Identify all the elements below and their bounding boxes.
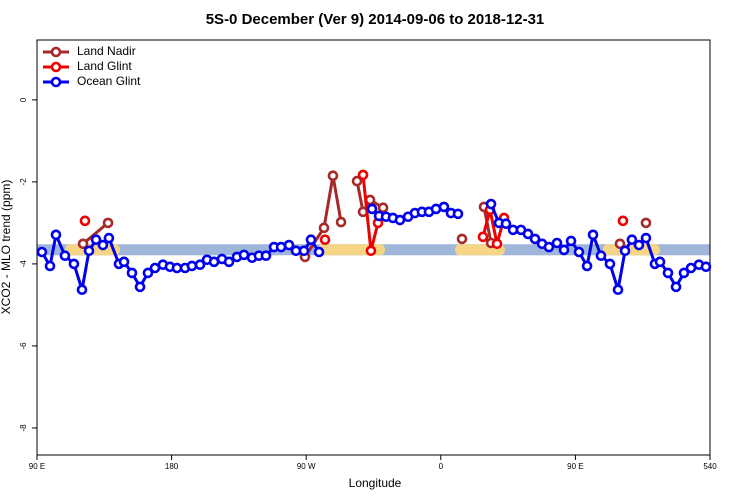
point xyxy=(670,281,682,293)
point xyxy=(186,260,198,272)
legend-label: Ocean Glint xyxy=(77,74,141,88)
x-tick-label: 540 xyxy=(703,462,717,471)
x-tick-label: 0 xyxy=(439,462,444,471)
point xyxy=(59,250,71,262)
point xyxy=(118,256,130,268)
point xyxy=(313,246,325,258)
chart-title: 5S-0 December (Ver 9) 2014-09-06 to 2018… xyxy=(206,11,545,28)
point xyxy=(79,215,91,227)
point xyxy=(438,201,450,213)
point xyxy=(83,245,95,257)
legend-marker xyxy=(50,76,62,88)
point xyxy=(700,261,712,273)
point xyxy=(678,267,690,279)
point xyxy=(351,175,363,187)
point xyxy=(633,239,645,251)
point xyxy=(44,260,56,272)
point xyxy=(298,245,310,257)
point xyxy=(68,258,80,270)
x-tick-label: 90 E xyxy=(567,462,583,471)
point xyxy=(477,231,489,243)
point xyxy=(573,246,585,258)
point xyxy=(452,208,464,220)
point xyxy=(327,170,339,182)
y-tick-label: 0 xyxy=(19,97,28,102)
series xyxy=(79,169,629,257)
point xyxy=(654,256,666,268)
point xyxy=(612,284,624,296)
point xyxy=(456,233,468,245)
x-axis-label: Longitude xyxy=(349,476,402,490)
series-line xyxy=(481,208,506,246)
x-tick-label: 90 E xyxy=(29,462,45,471)
point xyxy=(319,234,331,246)
x-tick-label: 90 W xyxy=(297,462,316,471)
point xyxy=(581,260,593,272)
y-tick-label: -4 xyxy=(19,260,28,268)
point xyxy=(558,244,570,256)
point xyxy=(485,198,497,210)
y-tick-label: -2 xyxy=(19,178,28,186)
point xyxy=(283,239,295,251)
series-line xyxy=(82,221,110,245)
point xyxy=(551,237,563,249)
point xyxy=(366,203,378,215)
point xyxy=(36,246,48,258)
point xyxy=(194,259,206,271)
point xyxy=(529,233,541,245)
point xyxy=(76,284,88,296)
point xyxy=(543,241,555,253)
point xyxy=(522,228,534,240)
point xyxy=(142,267,154,279)
point xyxy=(619,245,631,257)
point xyxy=(500,218,512,230)
point xyxy=(90,234,102,246)
x-tick-label: 180 xyxy=(165,462,179,471)
point xyxy=(491,238,503,250)
point xyxy=(134,281,146,293)
point xyxy=(365,245,377,257)
point xyxy=(640,217,652,229)
series xyxy=(36,198,712,296)
y-tick-label: -8 xyxy=(19,424,28,432)
point xyxy=(662,267,674,279)
point xyxy=(102,217,114,229)
point xyxy=(357,169,369,181)
point xyxy=(565,235,577,247)
point xyxy=(595,250,607,262)
point xyxy=(97,239,109,251)
y-axis-label: XCO2 - MLO trend (ppm) xyxy=(0,180,13,315)
point xyxy=(103,232,115,244)
point xyxy=(614,238,626,250)
point xyxy=(587,229,599,241)
point xyxy=(640,232,652,244)
point xyxy=(617,215,629,227)
point xyxy=(50,229,62,241)
legend-marker xyxy=(50,61,62,73)
point xyxy=(223,256,235,268)
y-tick-label: -6 xyxy=(19,342,28,350)
point xyxy=(335,216,347,228)
legend-label: Land Glint xyxy=(77,59,132,73)
point xyxy=(260,250,272,262)
point xyxy=(377,202,389,214)
point xyxy=(305,234,317,246)
point xyxy=(126,267,138,279)
point xyxy=(626,234,638,246)
point xyxy=(318,222,330,234)
legend-label: Land Nadir xyxy=(77,44,136,58)
legend-marker xyxy=(50,46,62,58)
plot-frame xyxy=(36,39,711,456)
point xyxy=(77,238,89,250)
point xyxy=(604,258,616,270)
